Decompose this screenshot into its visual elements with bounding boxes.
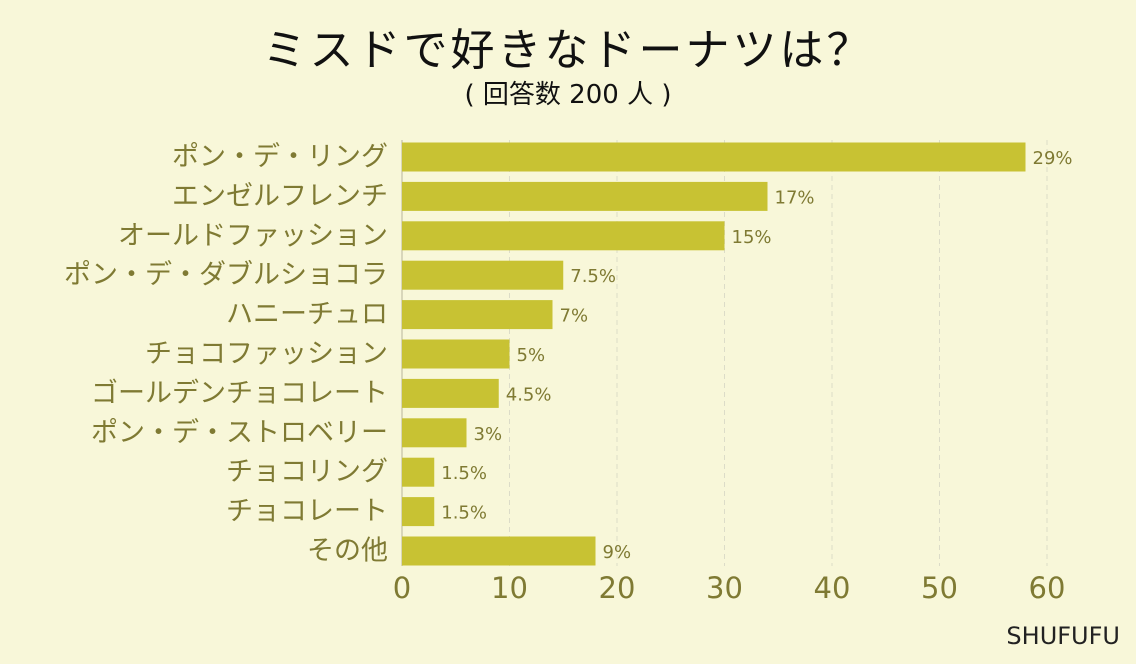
category-label: ハニーチュロ <box>226 299 388 330</box>
category-label: チョコファッション <box>145 339 388 370</box>
bar <box>402 142 1026 172</box>
value-label: 29% <box>1033 148 1073 169</box>
category-label: チョコリング <box>226 457 388 488</box>
chart-title: ミスドで好きなドーナツは？ <box>262 25 874 76</box>
chart-subtitle: ( 回答数 200 人 ) <box>464 80 672 110</box>
value-label: 15% <box>732 227 772 248</box>
bar <box>402 418 467 448</box>
x-tick-label: 0 <box>393 571 411 605</box>
value-label: 1.5% <box>441 503 487 524</box>
bar <box>402 300 553 330</box>
category-label: ポン・デ・ストロベリー <box>91 417 388 448</box>
value-label: 7.5% <box>570 266 616 287</box>
bar <box>402 497 435 527</box>
value-label: 7% <box>560 306 589 327</box>
bar <box>402 378 499 408</box>
value-label: 17% <box>775 187 815 208</box>
x-tick-label: 50 <box>921 571 958 605</box>
bar <box>402 339 510 369</box>
x-tick-label: 40 <box>814 571 851 605</box>
category-label: エンゼルフレンチ <box>172 181 388 212</box>
category-label: ゴールデンチョコレート <box>91 378 388 409</box>
bar <box>402 260 564 290</box>
bar <box>402 181 768 211</box>
x-tick-label: 30 <box>706 571 743 605</box>
bar <box>402 457 435 487</box>
bar <box>402 536 596 566</box>
brand-watermark: SHUFUFU <box>1006 622 1120 650</box>
value-label: 5% <box>517 345 546 366</box>
x-tick-label: 20 <box>599 571 636 605</box>
x-tick-label: 10 <box>491 571 528 605</box>
value-label: 3% <box>474 424 503 445</box>
category-label: チョコレート <box>226 496 388 527</box>
value-label: 1.5% <box>441 463 487 484</box>
category-label: ポン・デ・リング <box>172 142 388 173</box>
value-label: 4.5% <box>506 384 552 405</box>
bar <box>402 221 725 251</box>
category-label: オールドファッション <box>118 220 388 251</box>
category-label: その他 <box>307 536 388 567</box>
category-label: ポン・デ・ダブルショコラ <box>64 260 388 291</box>
value-label: 9% <box>603 542 632 563</box>
x-tick-label: 60 <box>1029 571 1066 605</box>
